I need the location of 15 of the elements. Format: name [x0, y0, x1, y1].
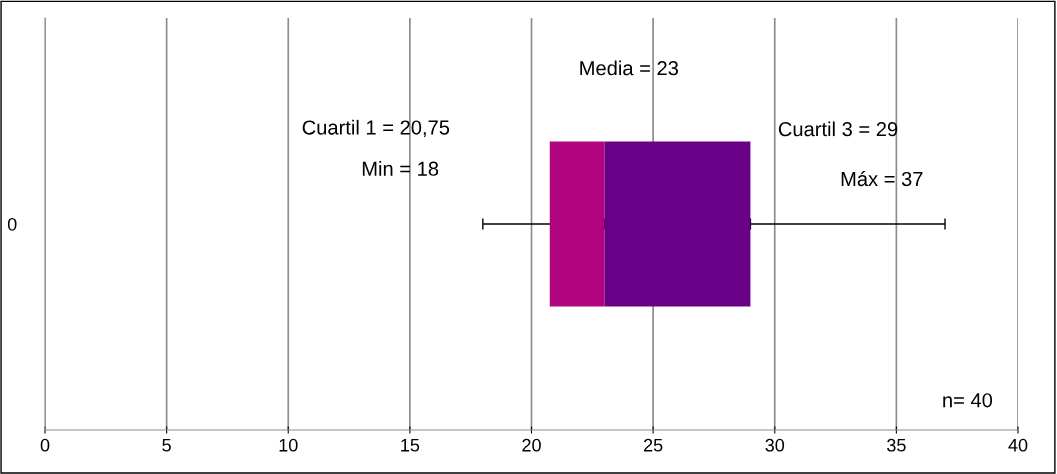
- annotation: Máx = 37: [841, 171, 923, 187]
- x-tick-label: 20: [522, 438, 541, 452]
- text: n= 40: [943, 393, 993, 408]
- x-tick-label: 10: [279, 438, 298, 452]
- x-tick-label: 40: [1008, 438, 1028, 452]
- text: Cuartil 1 = 20,75: [302, 119, 450, 138]
- x-tick-label: 25: [643, 438, 663, 452]
- text: Cuartil 3 = 29: [778, 121, 898, 137]
- text: Media = 23: [580, 60, 679, 76]
- x-tick-label: 0: [40, 438, 50, 452]
- x-tick-label: 35: [887, 438, 906, 452]
- x-tick-label: 5: [162, 439, 171, 452]
- x-tick-label: 15: [401, 439, 420, 452]
- annotation: Min = 18: [362, 161, 439, 176]
- x-tick-label: 30: [765, 438, 785, 452]
